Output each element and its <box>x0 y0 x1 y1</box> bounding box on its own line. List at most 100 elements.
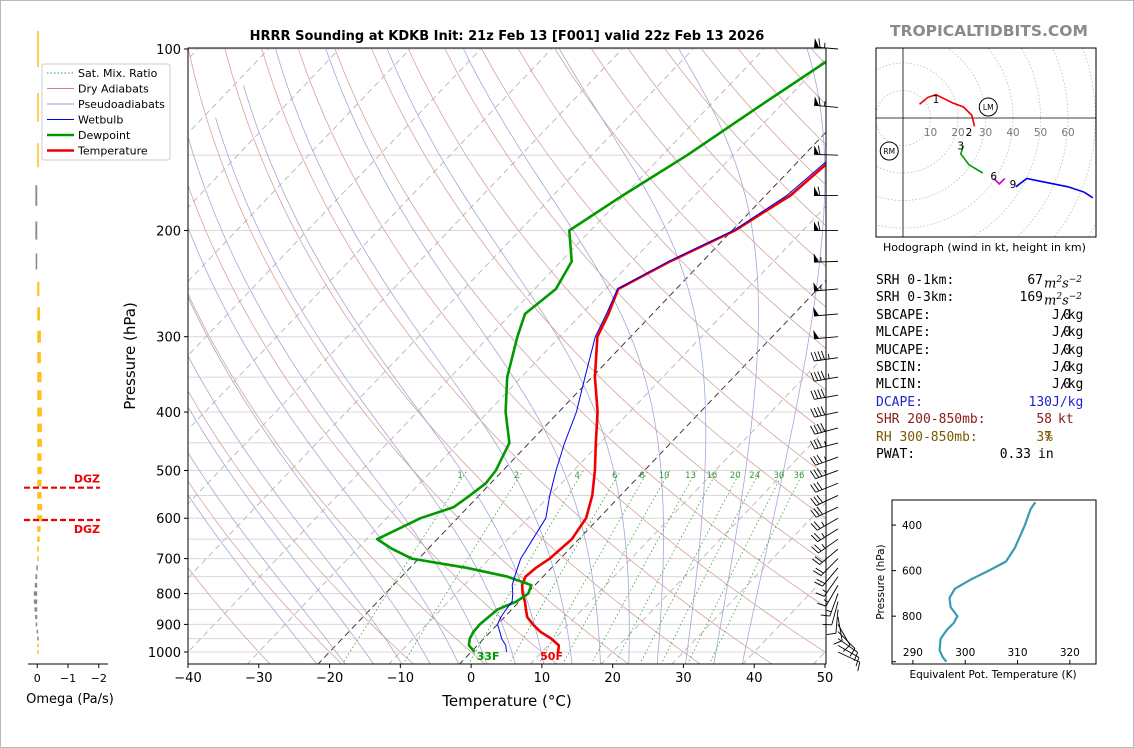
omega-bar <box>37 438 42 447</box>
parameter-value: 0 <box>1063 377 1071 393</box>
barb-flag <box>813 456 820 465</box>
y-tick-label: 300 <box>156 331 181 346</box>
dry-adiabat <box>481 48 826 433</box>
barb-half-flag <box>827 373 830 379</box>
parameter-row: MLCAPE: 0 J/kg <box>876 324 1106 341</box>
mixing-ratio-line <box>468 470 584 664</box>
barb-shaft <box>825 585 839 607</box>
barb-flag <box>817 221 821 231</box>
barb-flag <box>810 390 815 400</box>
parameter-row: DCAPE: 130 J/kg <box>876 394 1106 411</box>
omega-bar <box>37 143 39 168</box>
barb-flag <box>816 423 822 433</box>
isotherm-line <box>188 48 552 431</box>
barb-flag <box>820 370 826 380</box>
barb-flag <box>810 408 815 418</box>
dry-adiabat <box>188 390 415 664</box>
hodograph-trace <box>1015 177 1094 199</box>
pseudoadiabat <box>188 405 374 664</box>
omega-axis-label: Omega (Pa/s) <box>26 692 114 707</box>
hodograph-height-label: 2 <box>966 127 973 139</box>
parameter-label: SRH 0-1km: <box>876 273 955 288</box>
parameter-label: MLCAPE: <box>876 325 931 341</box>
barb-flag <box>816 481 823 490</box>
x-tick-label: 50 <box>817 671 834 686</box>
mixing-ratio-label: 4 <box>574 471 579 481</box>
x-tick-label: −20 <box>316 671 343 686</box>
omega-bar <box>34 582 38 588</box>
omega-bar <box>37 546 39 552</box>
parameter-label: MUCAPE: <box>876 342 931 358</box>
parameter-label: SRH 0-3km: <box>876 290 955 306</box>
barb-shaft <box>823 576 839 597</box>
theta-e-plot-area <box>938 501 1037 663</box>
dry-adiabat <box>298 48 826 654</box>
mixing-ratio-label: 13 <box>685 471 696 481</box>
barb-pennant <box>814 186 819 196</box>
barb-shaft <box>818 538 839 554</box>
wind-barb <box>822 601 839 626</box>
barb-flag <box>820 350 826 360</box>
omega-bar <box>33 599 38 604</box>
barb-flag <box>810 457 816 466</box>
barb-flag <box>813 483 820 492</box>
wind-barb <box>810 438 839 450</box>
pseudoadiabat <box>188 494 318 664</box>
barb-shaft <box>814 411 839 418</box>
barb-shaft <box>814 394 839 400</box>
wind-barb <box>813 329 839 340</box>
pseudoadiabat <box>559 48 707 664</box>
parameter-unit: J/kg <box>1052 377 1084 393</box>
dry-adiabat <box>188 566 271 664</box>
omega-bar <box>37 352 41 364</box>
dry-adiabat <box>188 480 343 664</box>
parameter-value: 0 <box>1063 359 1071 375</box>
theta-e-x-tick-label: 310 <box>1008 647 1028 659</box>
pseudoadiabat <box>215 117 516 664</box>
hodograph-trace <box>959 145 984 174</box>
barb-shaft <box>822 567 839 587</box>
y-tick-label: 800 <box>156 588 181 603</box>
legend-entry: Wetbulb <box>78 114 123 127</box>
barb-flag <box>813 439 819 449</box>
barb-half-flag <box>823 599 829 603</box>
barb-shaft <box>815 482 839 493</box>
barb-shaft <box>815 456 839 466</box>
parameter-unit: J/kg <box>1052 325 1084 341</box>
dry-adiabat <box>188 293 486 664</box>
parameter-value: 169 <box>1019 290 1043 306</box>
barb-pennant <box>814 96 820 106</box>
barb-flag <box>826 632 836 636</box>
mixing-ratio-label: 16 <box>706 471 717 481</box>
barb-shaft <box>814 376 839 382</box>
barb-pennant <box>813 307 820 317</box>
legend-entry: Temperature <box>77 145 148 158</box>
pseudoadiabat <box>188 136 488 664</box>
hodograph-trace <box>993 177 1006 186</box>
parameter-value: 58 <box>1036 412 1052 428</box>
parameter-row: SHR 200-850mb: 58 kt <box>876 411 1106 428</box>
parameter-unit: J/kg <box>1052 342 1084 358</box>
barb-flag <box>820 406 826 416</box>
barb-flag <box>816 578 826 584</box>
barb-flag <box>818 38 821 48</box>
barb-flag <box>810 509 817 518</box>
storm-motion-label: RM <box>883 147 895 156</box>
omega-bar <box>37 281 40 297</box>
pseudoadiabat <box>741 48 826 664</box>
pseudoadiabat <box>386 48 630 664</box>
barb-flag <box>812 558 820 565</box>
parameter-row: SBCIN: 0 J/kg <box>876 359 1106 376</box>
barb-shaft <box>816 495 839 506</box>
mixing-ratio-line <box>341 470 468 664</box>
surface-temperature-label: 50F <box>540 650 563 663</box>
parameter-value: 0 <box>1063 342 1071 358</box>
omega-bar <box>37 515 43 522</box>
barb-pennant <box>814 221 819 231</box>
barb-flag <box>816 454 823 464</box>
barb-flag <box>814 351 819 361</box>
isotherm-line <box>188 48 765 653</box>
parameter-row: RH 300-850mb: 37% <box>876 429 1106 446</box>
parameter-row: SRH 0-1km: 67 m2s−2 <box>876 272 1106 291</box>
wind-barb <box>811 538 839 554</box>
